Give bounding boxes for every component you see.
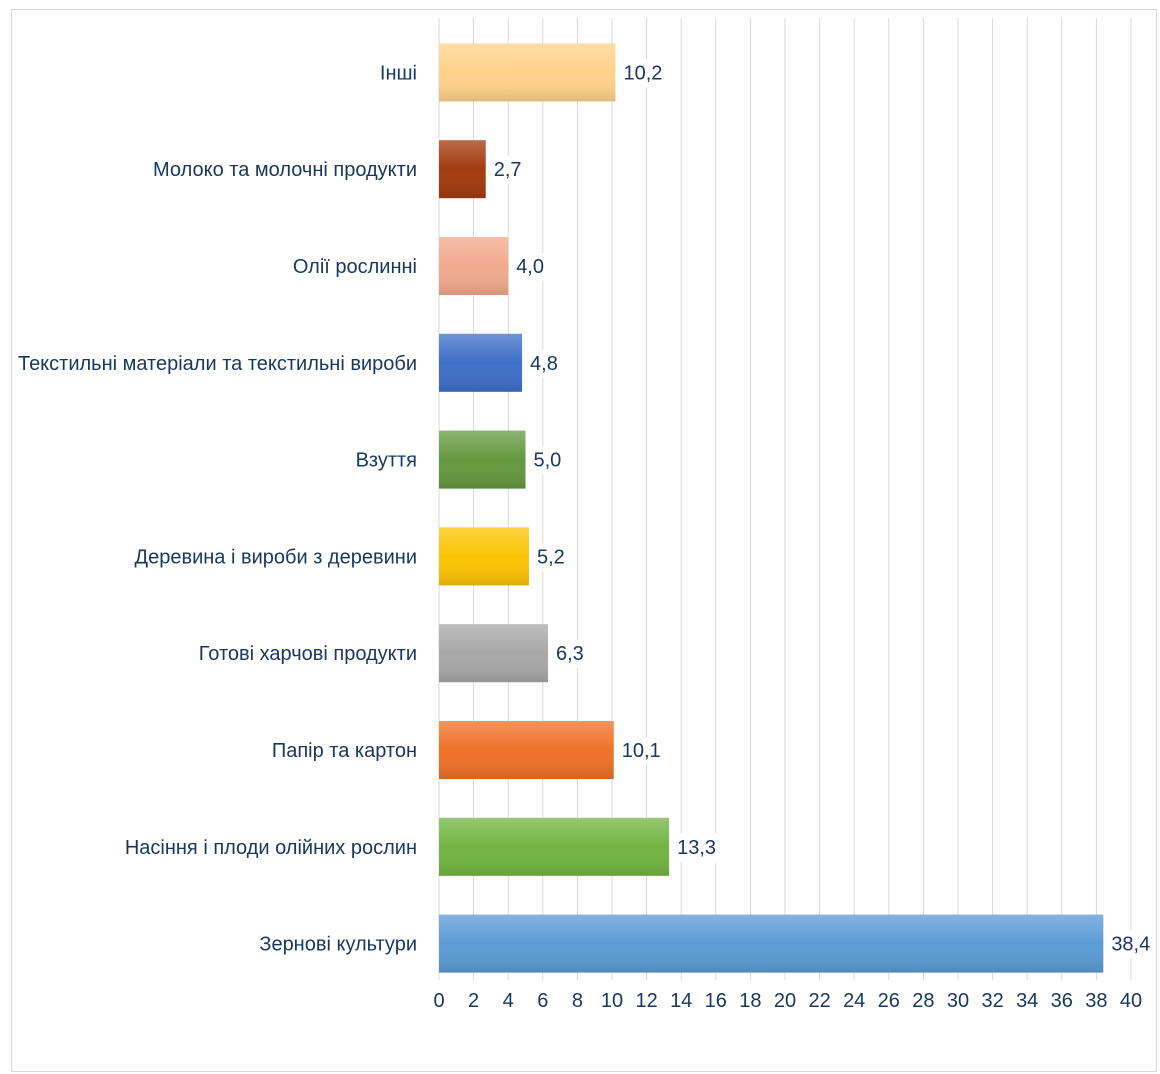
chart-frame bbox=[11, 9, 1157, 1072]
x-tick-label: 32 bbox=[981, 990, 1003, 1012]
value-label-background bbox=[1107, 930, 1155, 959]
value-label-background bbox=[512, 253, 549, 281]
x-tick-label: 12 bbox=[635, 990, 657, 1012]
value-label-background bbox=[529, 446, 566, 475]
value-label-background bbox=[617, 737, 665, 765]
bar-shading bbox=[439, 624, 548, 683]
x-tick-label: 14 bbox=[670, 990, 692, 1012]
bar-shading bbox=[439, 914, 1104, 973]
x-tick-label: 4 bbox=[503, 990, 514, 1012]
category-label: Папір та картон bbox=[272, 740, 417, 762]
x-tick-label: 18 bbox=[739, 990, 761, 1012]
bars bbox=[439, 43, 1104, 973]
x-tick-label: 20 bbox=[774, 990, 796, 1012]
category-label: Текстильні матеріали та текстильні вироб… bbox=[18, 353, 417, 375]
category-label: Насіння і плоди олійних рослин bbox=[125, 837, 417, 859]
value-label-background bbox=[532, 543, 569, 572]
category-label-line: Папір та картон bbox=[272, 740, 417, 762]
value-label: 6,3 bbox=[556, 643, 584, 665]
category-label: Олії рослинні bbox=[293, 256, 417, 278]
x-tick-label: 28 bbox=[912, 990, 934, 1012]
x-tick-label: 36 bbox=[1051, 990, 1073, 1012]
x-tick-label: 24 bbox=[843, 990, 865, 1012]
category-label: Взуття bbox=[356, 450, 417, 472]
x-tick-label: 6 bbox=[537, 990, 548, 1012]
value-label: 38,4 bbox=[1111, 934, 1150, 956]
x-tick-label: 40 bbox=[1120, 990, 1142, 1012]
category-label: Зернові культури bbox=[259, 934, 417, 956]
x-tick-label: 8 bbox=[572, 990, 583, 1012]
value-label-background bbox=[619, 59, 667, 88]
bar-shading bbox=[439, 721, 614, 779]
x-tick-label: 38 bbox=[1085, 990, 1107, 1012]
value-label-background bbox=[551, 640, 588, 669]
bar-shading bbox=[439, 333, 523, 392]
category-label-line: Текстильні матеріали та текстильні вироб… bbox=[18, 353, 417, 375]
value-label: 2,7 bbox=[494, 159, 522, 181]
category-label: Готові харчові продукти bbox=[199, 643, 417, 665]
labels: 0 2 4 6 8 10 12 14 16 18 20 22 24 26 28 30 32 34 36 38 4010,… bbox=[18, 59, 1155, 1012]
x-tick-label: 16 bbox=[705, 990, 727, 1012]
category-label-line: Молоко та молочні продукти bbox=[153, 159, 417, 181]
bar-shading bbox=[439, 817, 670, 876]
category-label-line: Взуття bbox=[356, 450, 417, 472]
x-tick-label: 30 bbox=[947, 990, 969, 1012]
category-label: Деревина і вироби з деревини bbox=[135, 546, 417, 568]
value-label-background bbox=[489, 156, 526, 185]
bar-shading bbox=[439, 140, 486, 199]
x-tick-label: 10 bbox=[601, 990, 623, 1012]
x-tick-label: 2 bbox=[468, 990, 479, 1012]
category-label: Інші bbox=[380, 62, 417, 84]
bar-shading bbox=[439, 237, 509, 295]
x-tick-label: 0 bbox=[433, 990, 444, 1012]
bar-shading bbox=[439, 527, 529, 586]
bar-shading bbox=[439, 43, 616, 102]
x-tick-label: 26 bbox=[878, 990, 900, 1012]
category-label-line: Олії рослинні bbox=[293, 256, 417, 278]
category-label-line: Інші bbox=[380, 62, 417, 84]
value-label: 5,0 bbox=[534, 450, 562, 472]
value-label: 13,3 bbox=[677, 837, 716, 859]
category-label-line: Зернові культури bbox=[259, 934, 417, 956]
category-label-line: Готові харчові продукти bbox=[199, 643, 417, 665]
value-label: 4,8 bbox=[530, 353, 558, 375]
x-tick-label: 22 bbox=[808, 990, 830, 1012]
category-label-line: Деревина і вироби з деревини bbox=[135, 546, 417, 568]
x-tick-label: 34 bbox=[1016, 990, 1038, 1012]
value-label: 10,1 bbox=[622, 740, 661, 762]
value-label-background bbox=[673, 833, 721, 862]
value-label: 10,2 bbox=[623, 62, 662, 84]
bar-shading bbox=[439, 430, 526, 489]
category-label: Молоко та молочні продукти bbox=[153, 159, 417, 181]
category-label-line: Насіння і плоди олійних рослин bbox=[125, 837, 417, 859]
value-label-background bbox=[526, 349, 562, 378]
value-label: 4,0 bbox=[516, 256, 544, 278]
value-label: 5,2 bbox=[537, 546, 565, 568]
